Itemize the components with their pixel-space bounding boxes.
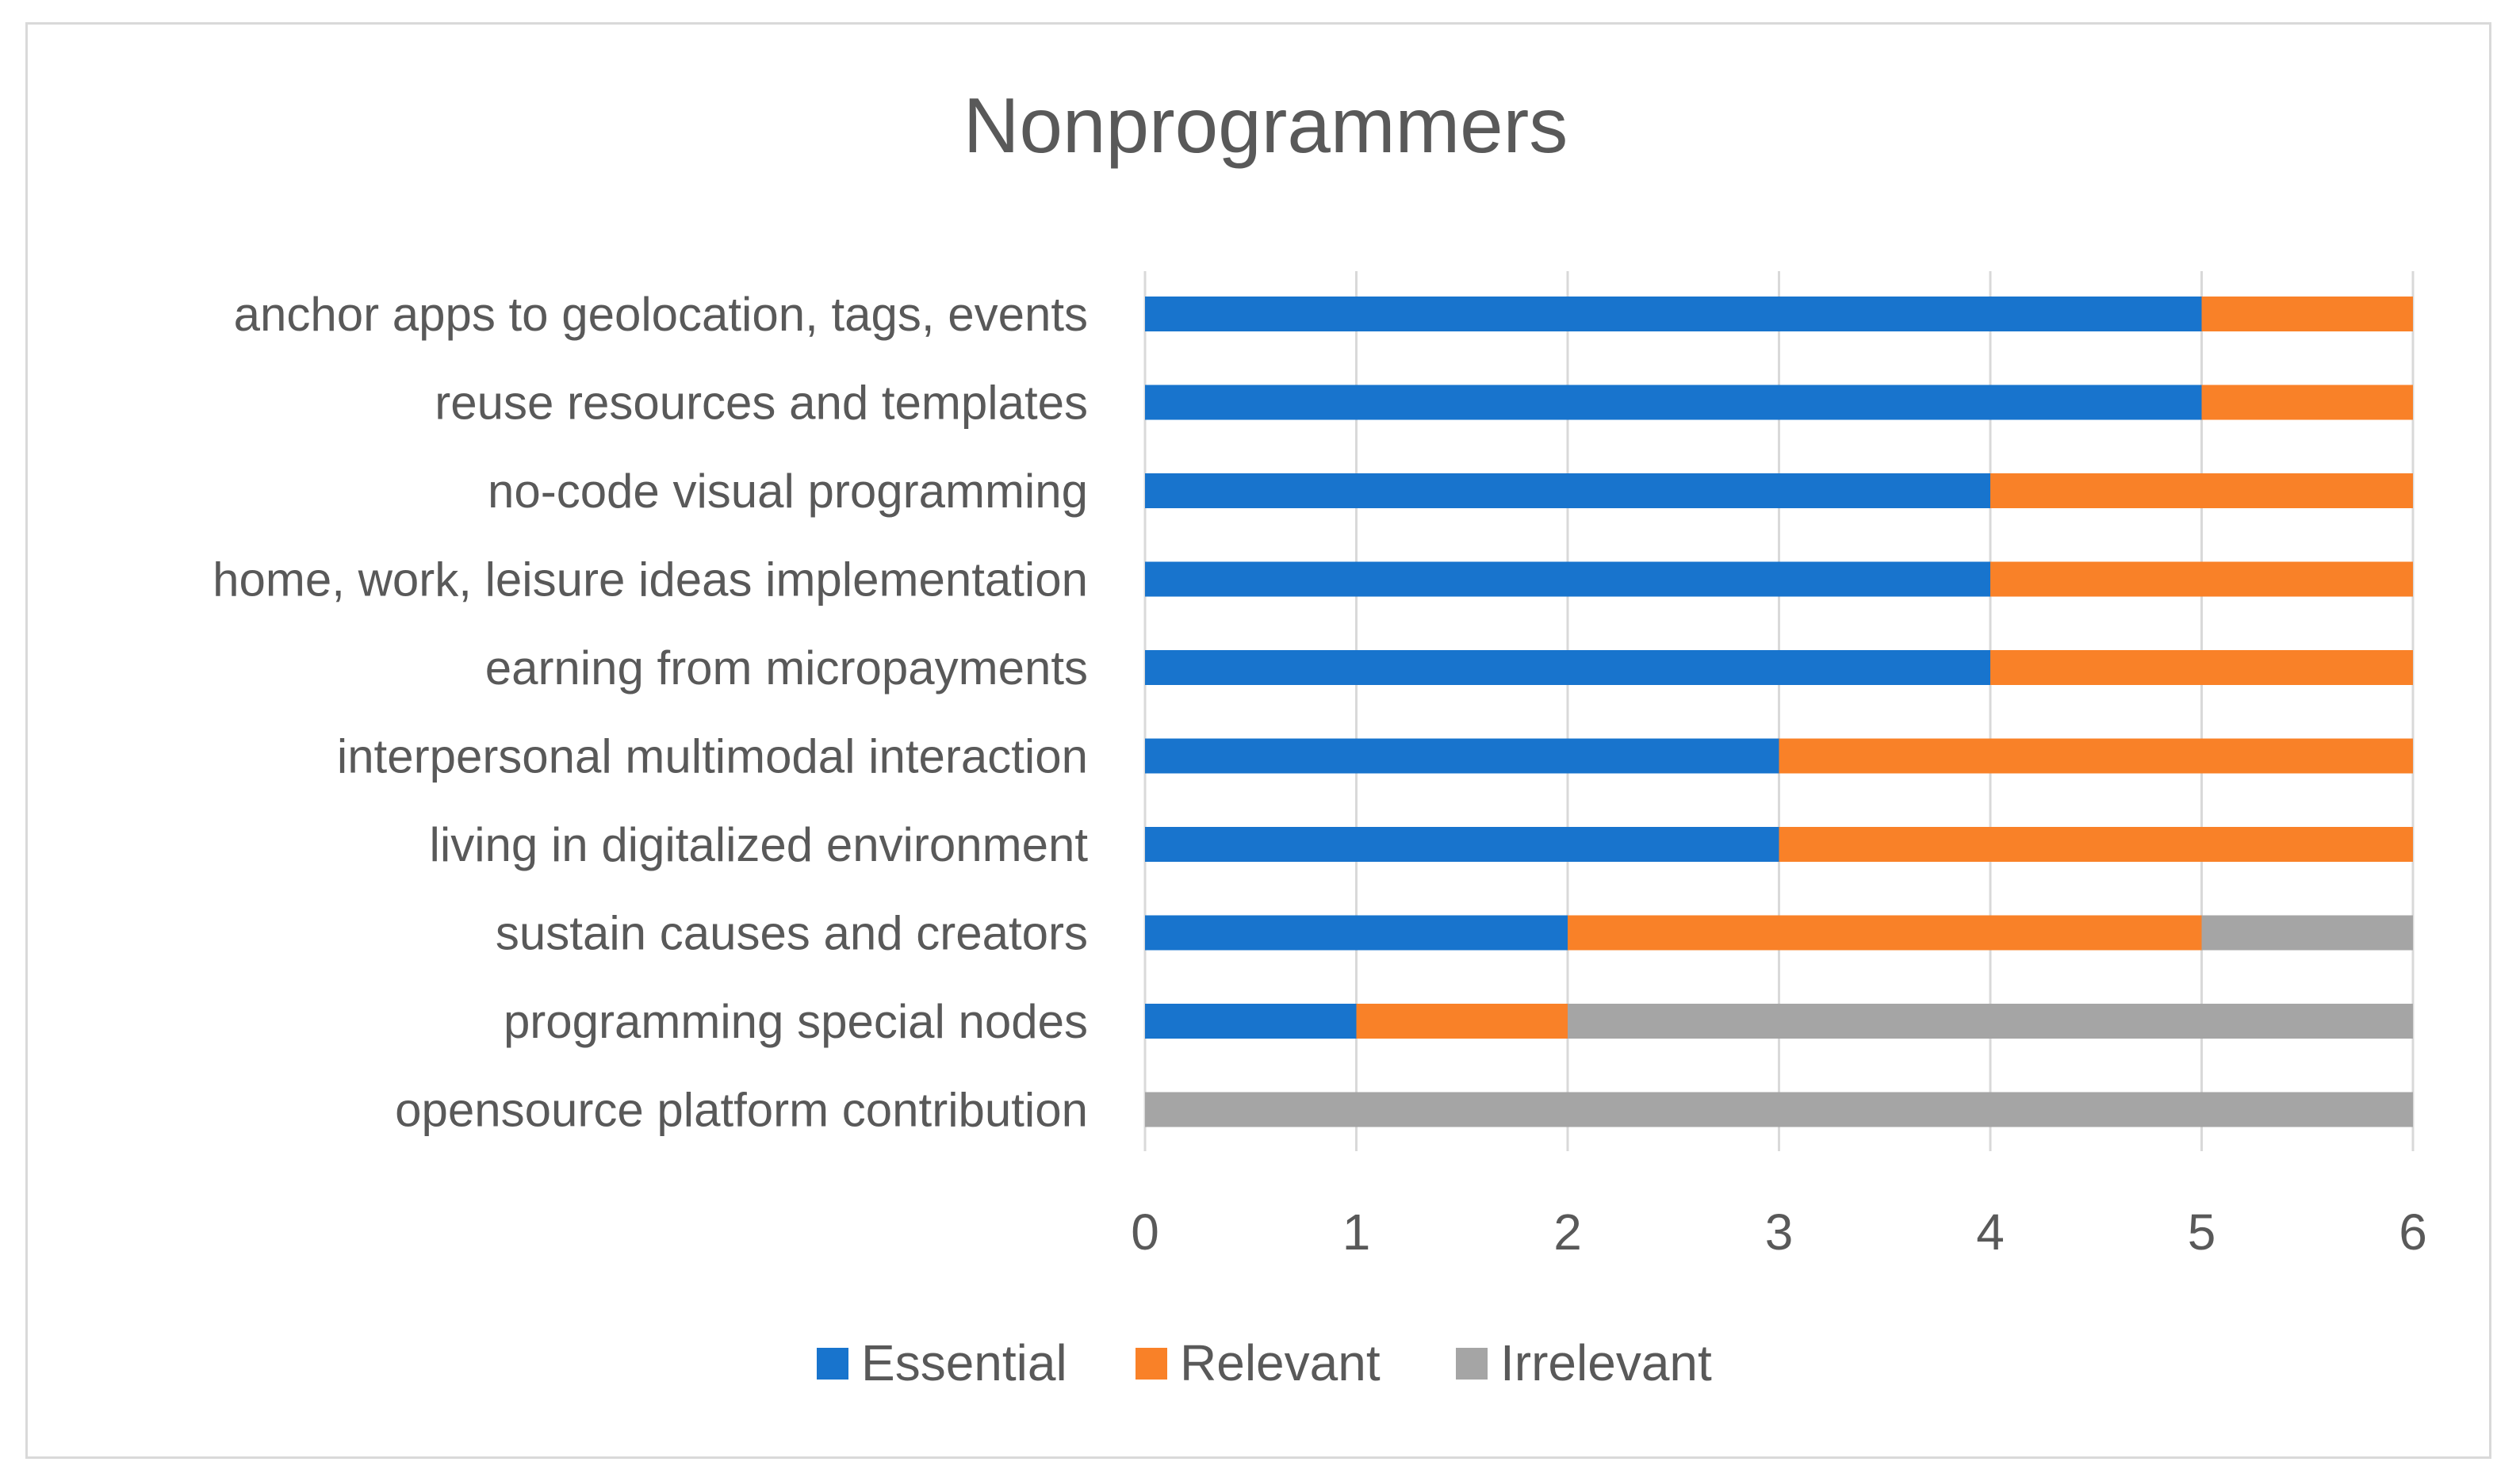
category-label: opensource platform contribution: [395, 1084, 1088, 1137]
bar-relevant-0: [2201, 297, 2413, 331]
category-labels: anchor apps to geolocation, tags, events…: [213, 288, 1088, 1137]
x-tick-label: 0: [1131, 1204, 1159, 1261]
bar-essential-2: [1145, 473, 1990, 508]
x-tick-label: 2: [1553, 1204, 1582, 1261]
legend-label-irrelevant: Irrelevant: [1500, 1334, 1712, 1391]
bar-essential-1: [1145, 385, 2202, 420]
bar-essential-5: [1145, 738, 1779, 774]
legend: Essential Relevant Irrelevant: [817, 1334, 1712, 1391]
bar-relevant-3: [1990, 561, 2413, 597]
bar-essential-3: [1145, 561, 1990, 597]
x-tick-label: 5: [2188, 1204, 2216, 1261]
x-tick-label: 3: [1765, 1204, 1794, 1261]
bar-relevant-4: [1990, 650, 2413, 685]
category-label: no-code visual programming: [488, 465, 1088, 518]
category-label: reuse resources and templates: [435, 377, 1088, 430]
x-tick-label: 4: [1976, 1204, 2005, 1261]
bar-essential-6: [1145, 827, 1779, 862]
bar-relevant-5: [1779, 738, 2413, 774]
bar-essential-7: [1145, 915, 1568, 951]
category-label: interpersonal multimodal interaction: [337, 730, 1088, 783]
bar-essential-4: [1145, 650, 1990, 685]
legend-swatch-relevant: [1136, 1348, 1167, 1380]
legend-swatch-irrelevant: [1456, 1348, 1488, 1380]
category-label: earning from micropayments: [485, 641, 1088, 695]
category-label: living in digitalized environment: [430, 818, 1089, 871]
bar-relevant-1: [2201, 385, 2413, 420]
x-tick-label: 1: [1342, 1204, 1371, 1261]
bar-relevant-7: [1568, 915, 2202, 951]
bar-irrelevant-9: [1145, 1092, 2413, 1127]
bar-relevant-8: [1356, 1004, 1568, 1039]
x-tick-labels: 0 1 2 3 4 5 6: [1131, 1204, 2427, 1261]
bar-irrelevant-8: [1568, 1004, 2413, 1039]
category-label: programming special nodes: [504, 995, 1088, 1048]
legend-label-essential: Essential: [861, 1334, 1067, 1391]
bars: [1145, 297, 2413, 1127]
legend-swatch-essential: [817, 1348, 848, 1380]
category-label: sustain causes and creators: [496, 907, 1088, 960]
bar-relevant-2: [1990, 473, 2413, 508]
category-label: anchor apps to geolocation, tags, events: [234, 288, 1088, 341]
legend-label-relevant: Relevant: [1180, 1334, 1381, 1391]
bar-relevant-6: [1779, 827, 2413, 862]
bar-essential-0: [1145, 297, 2202, 331]
category-label: home, work, leisure ideas implementation: [213, 553, 1088, 607]
chart-title: Nonprogrammers: [963, 82, 1568, 169]
bar-essential-8: [1145, 1004, 1357, 1039]
x-tick-label: 6: [2399, 1204, 2427, 1261]
bar-irrelevant-7: [2201, 915, 2413, 951]
